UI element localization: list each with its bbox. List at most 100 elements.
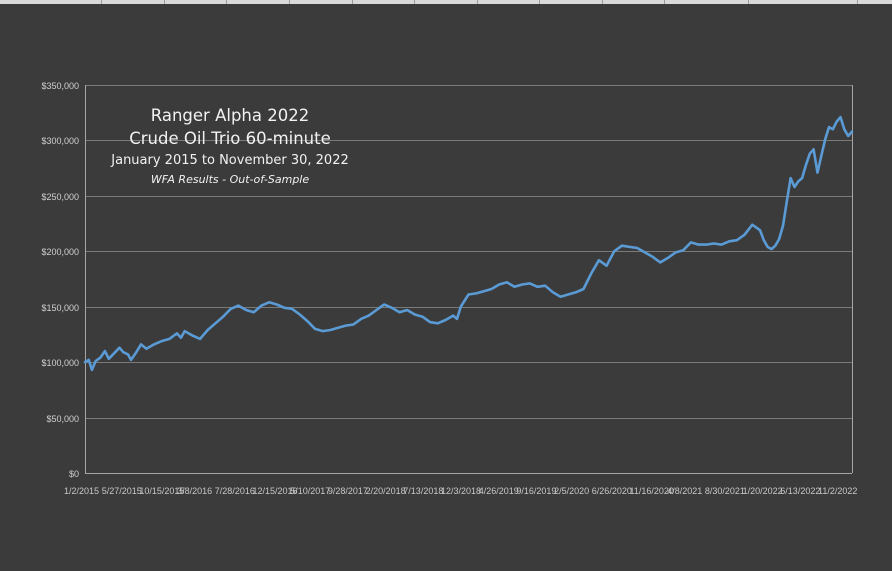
data-point [590,272,593,275]
y-tick-label: $150,000 [41,303,79,313]
data-point [245,309,248,311]
chart-note: WFA Results - Out-of-Sample [150,173,310,186]
data-point [644,251,646,254]
data-point [847,135,850,137]
x-tick-label: 6/26/2020 [592,486,632,496]
data-point [260,304,263,307]
data-point [621,244,623,247]
data-point [113,352,115,355]
data-point [835,120,838,123]
data-point [321,330,324,332]
data-point [283,306,286,309]
data-point [153,343,155,346]
data-point [229,308,232,310]
data-point [176,332,178,335]
data-point [839,116,842,118]
data-point [801,177,803,180]
data-point [84,361,86,363]
data-point [674,251,677,254]
data-point [383,303,385,306]
y-tick-label: $200,000 [41,247,79,257]
data-point [429,321,432,324]
data-point [628,246,631,248]
data-point [329,329,332,331]
chart-title: Ranger Alpha 2022 [150,106,310,125]
chart-date-range: January 2015 to November 30, 2022 [111,153,349,168]
y-tick-label: $250,000 [41,192,79,202]
data-point [375,309,378,311]
data-point [183,330,186,332]
data-point [275,303,278,306]
data-point [130,359,132,361]
data-point [91,369,93,371]
data-point [536,285,539,288]
data-point [651,255,654,258]
data-point [237,304,240,307]
data-point [613,250,616,253]
x-tick-label: 8/30/2021 [705,486,745,496]
y-tick-label: $300,000 [41,136,79,146]
y-tick-label: $350,000 [41,81,79,91]
data-point [214,322,217,325]
data-point [762,239,765,242]
data-point [690,241,692,244]
x-tick-label: 9/28/2017 [328,486,368,496]
data-point [337,326,339,329]
x-tick-label: 11/16/2020 [630,486,674,496]
data-point [298,313,301,316]
y-tick-label: $100,000 [41,358,79,368]
data-point [559,295,562,298]
axes [85,85,853,474]
data-point [268,301,270,304]
data-point [306,320,309,322]
data-point [180,336,182,339]
y-axis-labels: $0 $50,000 $100,000 $150,000 $200,000 $250,00… [41,81,79,479]
data-point [659,261,662,264]
chart-subtitle: Crude Oil Trio 60-minute [129,129,331,148]
data-point [667,257,669,259]
gridlines [85,85,852,419]
data-point [94,360,97,362]
data-point [567,293,570,296]
data-point [544,284,547,287]
data-point [140,343,142,346]
x-tick-label: 2/5/2020 [554,486,589,496]
data-point [506,281,508,284]
x-tick-label: 12/3/2018 [441,486,481,496]
x-tick-label: 10/15/2015 [139,486,184,496]
data-point [191,334,194,337]
x-tick-label: 7/13/2018 [403,486,443,496]
data-point [367,314,370,317]
data-point [713,242,715,245]
x-tick-label: 3/8/2016 [177,486,212,496]
data-point [456,318,458,320]
data-point [812,148,815,151]
data-point [107,357,110,360]
x-tick-label: 1/2/2015 [64,486,99,496]
data-point [828,126,830,128]
data-point [421,315,424,318]
data-point [552,291,554,294]
data-point [168,338,171,340]
data-point [87,359,90,361]
data-point [145,347,148,350]
data-point [697,243,700,246]
data-point [482,290,485,293]
data-point [778,238,780,241]
data-point [413,313,416,316]
y-tick-label: $50,000 [46,414,79,424]
data-point [808,152,811,155]
data-point [766,246,769,248]
data-point [127,353,129,356]
data-point [398,311,401,314]
data-point [344,324,347,327]
data-point [314,328,316,330]
data-point [444,319,447,321]
x-tick-label: 12/15/2016 [253,486,298,496]
data-point [605,264,608,267]
data-point [452,314,455,317]
data-point [291,308,293,310]
data-point [770,248,773,251]
data-point [222,315,225,318]
data-point [805,163,807,166]
